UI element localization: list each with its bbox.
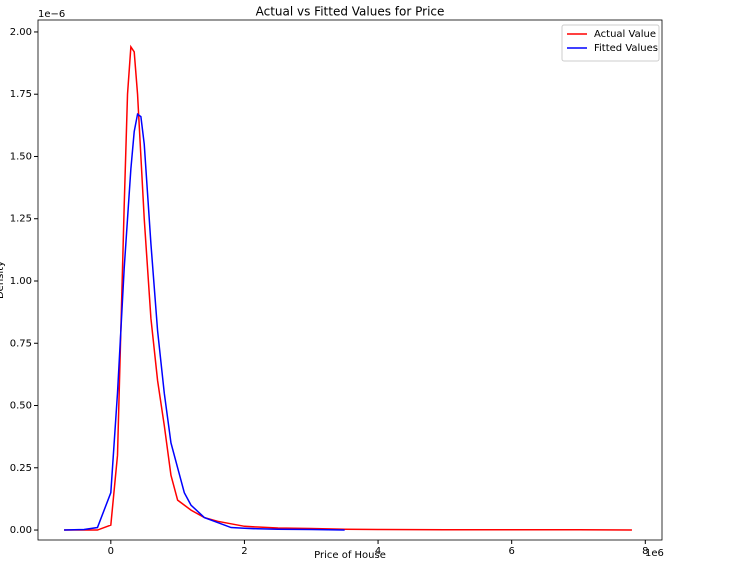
y-tick-label: 0.50 (10, 401, 32, 412)
chart-title: Actual vs Fitted Values for Price (256, 5, 445, 19)
y-tick-label: 1.50 (10, 151, 32, 162)
legend: Actual Value Fitted Values (561, 24, 660, 62)
legend-label: Fitted Values (594, 43, 658, 54)
y-tick-label: 0.75 (10, 338, 32, 349)
y-tick-label: 1.00 (10, 276, 32, 287)
plot-frame (37, 19, 663, 541)
y-tick-label: 1.25 (10, 214, 32, 225)
y-axis-label: Density (0, 261, 6, 299)
x-tick-label: 2 (241, 546, 247, 557)
series-line (64, 44, 632, 531)
series-line (64, 112, 345, 531)
y-tick-label: 0.00 (10, 525, 32, 536)
x-offset-label: 1e6 (645, 548, 664, 559)
x-tick-label: 8 (642, 546, 648, 557)
y-tick-label: 2.00 (10, 27, 32, 38)
y-tick-label: 0.25 (10, 463, 32, 474)
legend-label: Actual Value (594, 29, 656, 40)
y-offset-label: 1e−6 (38, 9, 65, 20)
x-tick-label: 4 (375, 546, 381, 557)
x-tick-label: 0 (108, 546, 114, 557)
x-tick-label: 6 (508, 546, 514, 557)
y-tick-label: 1.75 (10, 89, 32, 100)
x-axis-label: Price of House (314, 550, 386, 561)
